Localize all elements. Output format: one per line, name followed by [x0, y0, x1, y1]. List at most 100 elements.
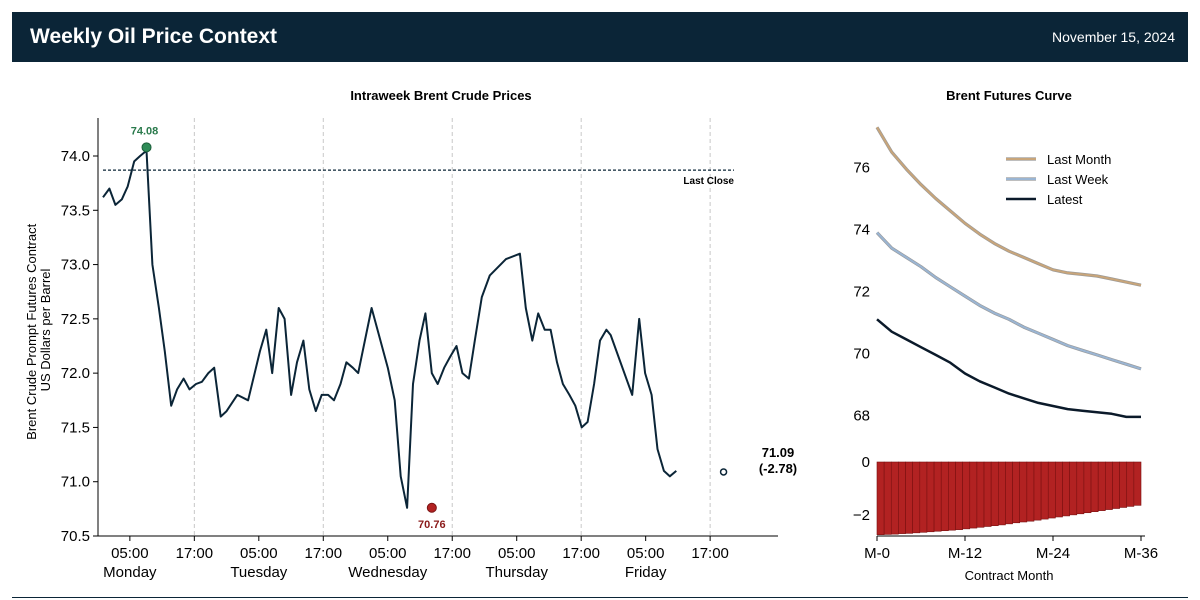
weekly-low-marker	[426, 502, 437, 513]
bar-y-tick-label: −2	[853, 507, 870, 524]
page-title: Weekly Oil Price Context	[30, 25, 278, 48]
legend-label: Last Month	[1047, 152, 1111, 167]
y-tick-label: 71.5	[61, 419, 90, 436]
curve-change-bar	[940, 461, 949, 532]
curve-y-tick-label: 72	[853, 283, 870, 300]
curve-change-bar	[898, 461, 906, 534]
curve-change-bar	[1097, 461, 1106, 511]
curve-line-last-week	[876, 231, 1142, 370]
curve-change-bar	[876, 461, 885, 535]
bar-y-tick-label: 0	[862, 454, 870, 471]
x-tick-label-time: 17:00	[691, 545, 729, 562]
curve-change-bar	[1069, 461, 1078, 516]
y-tick-label: 72.0	[61, 365, 90, 382]
intraweek-gridlines	[193, 118, 711, 536]
curve-y-tick-label: 70	[853, 345, 870, 362]
y-tick-label: 71.0	[61, 474, 90, 491]
x-tick-label-time: 05:00	[627, 545, 665, 562]
x-tick-label-time: 05:00	[369, 545, 407, 562]
curve-change-bar	[1083, 461, 1092, 514]
curve-change-bar	[1012, 461, 1021, 524]
weekly-low-label: 70.76	[418, 519, 446, 531]
curve-change-bar	[997, 461, 1006, 526]
curve-line-outline	[875, 126, 1142, 287]
y-tick-label: 72.5	[61, 311, 90, 328]
x-tick-label-time: 05:00	[111, 545, 149, 562]
last-price-change-label: (-2.78)	[759, 461, 797, 476]
last-close-reference: Last Close	[103, 169, 734, 187]
weekly-high-label: 74.08	[131, 125, 159, 137]
curve-change-bar	[1055, 461, 1063, 518]
futures-curve-legend: Last Month Last Week Latest	[1006, 152, 1111, 207]
intraweek-chart: Intraweek Brent Crude Prices Brent Crude…	[24, 88, 797, 581]
curve-change-chart: 0 −2 M-0 M-12 M-24 M-36 Contract Month	[853, 454, 1158, 583]
bar-x-tick-label: M-12	[948, 545, 982, 562]
x-tick-label-time: 05:00	[498, 545, 536, 562]
brent-price-line	[102, 149, 677, 509]
curve-change-bar	[1090, 461, 1099, 512]
intraweek-chart-title: Intraweek Brent Crude Prices	[350, 88, 531, 103]
curve-change-bar	[890, 461, 899, 535]
contract-month-axis-label: Contract Month	[965, 568, 1054, 583]
curve-y-tick-label: 76	[853, 160, 870, 177]
x-tick-label-time: 17:00	[433, 545, 471, 562]
last-close-label: Last Close	[683, 176, 734, 187]
bottom-rule	[12, 597, 1188, 598]
curve-line-last-month	[876, 126, 1142, 287]
curve-change-bar	[933, 461, 942, 532]
curve-change-bar	[1033, 461, 1042, 521]
curve-change-bar	[1047, 461, 1056, 519]
curve-change-bar	[969, 461, 978, 529]
x-tick-label-time: 17:00	[305, 545, 343, 562]
intraweek-y-axis-label: Brent Crude Prompt Futures Contract US D…	[24, 220, 53, 440]
x-tick-label-day: Wednesday	[348, 564, 427, 581]
curve-change-bar	[990, 461, 999, 526]
curve-y-tick-label: 74	[853, 221, 870, 238]
curve-change-bar	[883, 461, 892, 535]
y-axis-label-line-2: US Dollars per Barrel	[38, 268, 53, 391]
curve-change-bar	[1133, 461, 1142, 506]
last-price-label: 71.09	[762, 445, 795, 460]
x-tick-label-time: 05:00	[240, 545, 278, 562]
x-tick-label-day: Monday	[103, 564, 157, 581]
curve-change-bar	[1126, 461, 1135, 507]
page-header: Weekly Oil Price Context November 15, 20…	[12, 12, 1188, 62]
legend-label: Last Week	[1047, 172, 1109, 187]
legend-label: Latest	[1047, 192, 1083, 207]
x-tick-label-day: Thursday	[485, 564, 548, 581]
y-tick-label: 74.0	[61, 148, 90, 165]
curve-change-bar	[1105, 461, 1113, 510]
curve-change-bar	[1119, 461, 1128, 508]
futures-curve-title: Brent Futures Curve	[946, 88, 1072, 103]
futures-curve-lines	[875, 126, 1142, 419]
curve-change-bar	[1112, 461, 1120, 509]
x-tick-label-day: Friday	[625, 564, 667, 581]
curve-change-bar	[1062, 461, 1070, 517]
curve-change-bars	[876, 461, 1142, 535]
curve-change-bar	[905, 461, 913, 534]
curve-change-bar	[1076, 461, 1085, 515]
bar-x-tick-label: M-36	[1124, 545, 1158, 562]
intraweek-markers: 74.08 70.76 71.09(-2.78)	[131, 125, 797, 530]
weekly-high-marker	[141, 142, 152, 153]
curve-change-bar	[983, 461, 992, 527]
x-tick-label-time: 17:00	[176, 545, 214, 562]
curve-change-bar	[955, 461, 963, 530]
curve-change-axes: 0 −2 M-0 M-12 M-24 M-36	[853, 454, 1158, 562]
futures-curve-axes: 76 74 72 70 68	[853, 160, 870, 425]
y-tick-label: 73.0	[61, 257, 90, 274]
intraweek-axes: 05:00 Monday 17:00 05:00 Tuesday 17:00 05:00 We…	[61, 118, 778, 581]
curve-change-bar	[919, 461, 928, 533]
x-tick-label-time: 17:00	[562, 545, 600, 562]
last-price-marker	[719, 468, 728, 476]
curve-change-bar	[962, 461, 971, 530]
curve-change-bar	[926, 461, 935, 533]
curve-change-bar	[976, 461, 985, 528]
y-axis-label-line-1: Brent Crude Prompt Futures Contract	[24, 223, 39, 439]
y-tick-label: 70.5	[61, 528, 90, 545]
curve-change-bar	[912, 461, 921, 534]
futures-curve-chart: Brent Futures Curve 76 74 72 70 68 Last Mont…	[853, 88, 1142, 425]
curve-change-bar	[1019, 461, 1028, 523]
y-tick-label: 73.5	[61, 202, 90, 219]
